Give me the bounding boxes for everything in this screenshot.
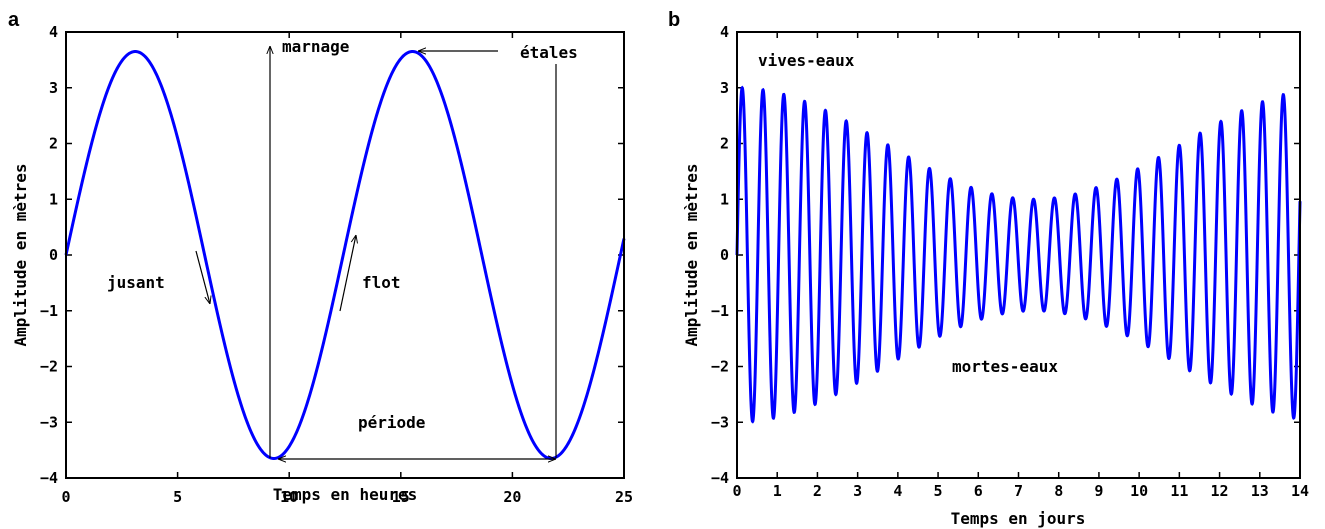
chart-a-xlabel: Temps en heures bbox=[273, 485, 418, 504]
marnage-label: marnage bbox=[282, 37, 349, 56]
chart-a-ytick-label: 2 bbox=[49, 135, 58, 153]
flot-label: flot bbox=[362, 273, 401, 292]
chart-b-ytick-label: 4 bbox=[720, 23, 729, 41]
chart-b-xtick-label: 12 bbox=[1211, 482, 1229, 500]
chart-b-ytick-label: −1 bbox=[711, 302, 729, 320]
jusant-label: jusant bbox=[107, 273, 165, 292]
chart-a-xtick-label: 15 bbox=[392, 488, 410, 506]
chart-b-ytick-label: 0 bbox=[720, 246, 729, 264]
chart-a-ytick-label: −4 bbox=[40, 469, 58, 487]
chart-b-ytick-label: −4 bbox=[711, 469, 729, 487]
chart-a-ytick-label: −3 bbox=[40, 413, 58, 431]
chart-a-ylabel: Amplitude en mètres bbox=[11, 163, 30, 346]
chart-b-xtick-label: 10 bbox=[1130, 482, 1148, 500]
chart-a-ytick-label: 1 bbox=[49, 190, 58, 208]
chart-b-ytick-label: −2 bbox=[711, 358, 729, 376]
chart-a-xtick-label: 5 bbox=[173, 488, 182, 506]
periode-label: période bbox=[358, 413, 425, 432]
chart-b-xtick-label: 11 bbox=[1170, 482, 1188, 500]
chart-b-ytick-label: 3 bbox=[720, 79, 729, 97]
panel-label-a: a bbox=[8, 9, 20, 31]
panel-label-b: b bbox=[668, 9, 680, 31]
chart-b-ytick-label: 2 bbox=[720, 135, 729, 153]
chart-a-series-line bbox=[64, 50, 626, 460]
chart-b-ylabel: Amplitude en mètres bbox=[682, 163, 701, 346]
chart-b-xtick-label: 7 bbox=[1014, 482, 1023, 500]
chart-b-xtick-label: 4 bbox=[893, 482, 902, 500]
chart-a-frame bbox=[65, 31, 625, 479]
chart-b-frame bbox=[736, 31, 1301, 479]
chart-b-xtick-label: 9 bbox=[1094, 482, 1103, 500]
chart-a-ytick-label: 3 bbox=[49, 79, 58, 97]
chart-b-ytick-label: 1 bbox=[720, 190, 729, 208]
chart-b-ytick-label: −3 bbox=[711, 413, 729, 431]
chart-b-xtick-label: 1 bbox=[773, 482, 782, 500]
chart-a-ticks: 0 5 10 15 20 25 −4 −3 −2 −1 0 1 2 3 4 bbox=[40, 23, 633, 506]
chart-a-ytick-label: 4 bbox=[49, 23, 58, 41]
chart-b-xtick-label: 5 bbox=[934, 482, 943, 500]
chart-a-xtick-label: 10 bbox=[280, 488, 298, 506]
chart-a-xtick-label: 25 bbox=[615, 488, 633, 506]
chart-b-xtick-label: 13 bbox=[1251, 482, 1269, 500]
chart-b-xtick-label: 3 bbox=[853, 482, 862, 500]
chart-a-ytick-label: −1 bbox=[40, 302, 58, 320]
chart-b-xtick-label: 8 bbox=[1054, 482, 1063, 500]
etales-label: étales bbox=[520, 43, 578, 62]
chart-a-xtick-label: 0 bbox=[61, 488, 70, 506]
mortes-eaux-label: mortes-eaux bbox=[952, 357, 1058, 376]
chart-b-xtick-label: 6 bbox=[974, 482, 983, 500]
chart-b-series-line bbox=[735, 85, 1302, 424]
flot-arrow bbox=[339, 235, 356, 312]
chart-b-xlabel: Temps en jours bbox=[951, 509, 1086, 528]
chart-b-xtick-label: 2 bbox=[813, 482, 822, 500]
chart-a-ytick-label: −2 bbox=[40, 358, 58, 376]
chart-a-ytick-label: 0 bbox=[49, 246, 58, 264]
chart-a-xtick-label: 20 bbox=[503, 488, 521, 506]
chart-b-xtick-label: 0 bbox=[732, 482, 741, 500]
vives-eaux-label: vives-eaux bbox=[758, 51, 855, 70]
jusant-arrow bbox=[195, 250, 210, 304]
chart-b-xtick-label: 14 bbox=[1291, 482, 1309, 500]
